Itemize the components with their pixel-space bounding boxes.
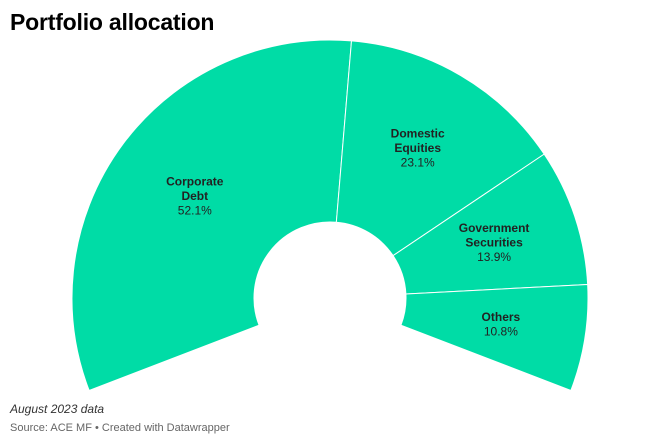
slice-value-domestic-equities: 23.1% — [401, 156, 435, 170]
slice-value-government-securities: 13.9% — [477, 250, 511, 264]
slice-label-corporate-debt-line-1: Corporate — [166, 174, 224, 188]
slice-label-others-line-1: Others — [482, 310, 521, 324]
source-credit: Source: ACE MF • Created with Datawrappe… — [10, 422, 230, 434]
slice-corporate-debt — [71, 39, 352, 391]
data-note: August 2023 data — [10, 402, 105, 416]
slice-domestic-equities — [335, 40, 545, 257]
slices-group — [71, 39, 589, 391]
slice-label-government-securities-line-1: Government — [459, 221, 530, 235]
slice-label-domestic-equities-line-1: Domestic — [391, 127, 445, 141]
slice-label-government-securities-line-2: Securities — [465, 235, 523, 249]
slice-value-others: 10.8% — [484, 324, 518, 338]
slice-label-domestic-equities-line-2: Equities — [394, 141, 441, 155]
slice-others — [400, 283, 589, 391]
slice-government-securities — [392, 153, 589, 295]
slice-value-corporate-debt: 52.1% — [178, 203, 212, 217]
chart-title: Portfolio allocation — [10, 9, 215, 35]
slice-label-corporate-debt-line-2: Debt — [181, 189, 208, 203]
